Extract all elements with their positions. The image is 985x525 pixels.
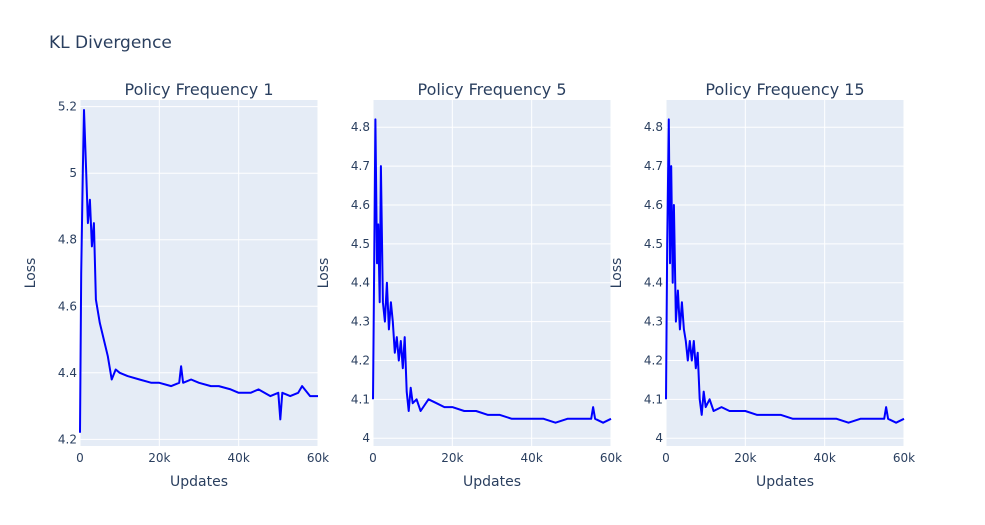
y-tick-label: 5 <box>69 166 77 180</box>
series-line <box>372 118 612 424</box>
plot-area <box>666 100 904 446</box>
y-tick-label: 4.8 <box>644 120 663 134</box>
x-tick-label: 0 <box>662 451 670 465</box>
x-axis-label: Updates <box>463 474 521 490</box>
subplot-1: 4.2 4.4 4.6 4.8 5 5.2 0 20k 40k 60k Policy Frequen… <box>23 80 329 490</box>
y-tick-label: 4.8 <box>351 120 370 134</box>
x-axis-label: Updates <box>170 474 228 490</box>
y-tick-label: 4.3 <box>644 315 663 329</box>
x-tick-label: 20k <box>148 451 170 465</box>
x-tick-label: 40k <box>228 451 250 465</box>
x-tick-label: 60k <box>893 451 915 465</box>
subplot-title: Policy Frequency 15 <box>705 80 864 99</box>
plot-area <box>373 100 611 446</box>
y-tick-label: 4.4 <box>58 366 77 380</box>
x-tick-label: 60k <box>307 451 329 465</box>
y-tick-label: 4.2 <box>351 353 370 367</box>
x-tick-label: 40k <box>521 451 543 465</box>
y-axis-label: Loss <box>316 258 332 289</box>
x-tick-label: 20k <box>441 451 463 465</box>
y-tick-label: 4.5 <box>351 237 370 251</box>
y-axis-label: Loss <box>23 258 39 289</box>
y-tick-label: 4 <box>655 431 663 445</box>
y-tick-label: 4.1 <box>644 392 663 406</box>
x-tick-label: 60k <box>600 451 622 465</box>
subplot-title: Policy Frequency 1 <box>124 80 273 99</box>
y-tick-label: 4.6 <box>644 198 663 212</box>
y-tick-label: 4.2 <box>58 432 77 446</box>
y-tick-label: 4.2 <box>644 353 663 367</box>
chart-title: KL Divergence <box>49 33 172 53</box>
x-tick-label: 0 <box>76 451 84 465</box>
y-tick-label: 4.3 <box>351 315 370 329</box>
y-tick-label: 4.6 <box>58 299 77 313</box>
x-tick-label: 40k <box>814 451 836 465</box>
plot-area <box>80 100 318 446</box>
y-axis-label: Loss <box>609 258 625 289</box>
y-tick-label: 4.4 <box>351 276 370 290</box>
y-tick-label: 4 <box>362 431 370 445</box>
series-line <box>79 109 318 433</box>
y-tick-label: 4.4 <box>644 276 663 290</box>
x-tick-label: 20k <box>734 451 756 465</box>
y-tick-label: 4.7 <box>644 159 663 173</box>
x-axis-label: Updates <box>756 474 814 490</box>
y-tick-label: 4.8 <box>58 233 77 247</box>
y-tick-label: 4.1 <box>351 392 370 406</box>
series-line <box>665 118 905 424</box>
y-tick-label: 4.6 <box>351 198 370 212</box>
y-tick-label: 4.5 <box>644 237 663 251</box>
subplot-title: Policy Frequency 5 <box>417 80 566 99</box>
y-tick-label: 5.2 <box>58 100 77 114</box>
x-tick-label: 0 <box>369 451 377 465</box>
y-tick-label: 4.7 <box>351 159 370 173</box>
subplot-3: 4 4.1 4.2 4.3 4.4 4.5 4.6 4.7 4.8 0 20k 40k 60k Polic… <box>609 80 915 490</box>
subplot-2: 4 4.1 4.2 4.3 4.4 4.5 4.6 4.7 4.8 0 20k 40k 60k Polic… <box>316 80 622 490</box>
